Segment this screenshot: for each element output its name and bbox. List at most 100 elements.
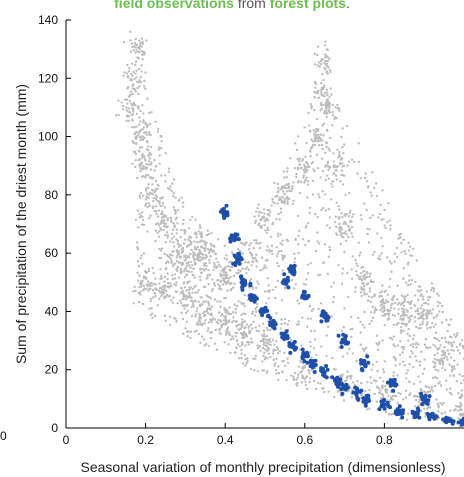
grey-data-point <box>359 331 362 334</box>
grey-data-point <box>127 95 131 98</box>
grey-data-point <box>182 218 185 222</box>
grey-data-point <box>448 363 451 366</box>
grey-data-point <box>177 261 181 264</box>
grey-data-point <box>387 314 391 317</box>
grey-data-point <box>327 255 330 258</box>
grey-data-point <box>359 272 363 275</box>
grey-data-point <box>165 253 169 257</box>
grey-data-point <box>195 323 199 326</box>
grey-data-point <box>317 133 320 137</box>
grey-data-point <box>445 318 448 322</box>
grey-data-point <box>357 142 360 145</box>
grey-data-point <box>248 244 251 247</box>
grey-data-point <box>406 283 410 287</box>
grey-data-point <box>457 409 460 412</box>
grey-data-point <box>410 349 413 353</box>
grey-data-point <box>325 71 328 74</box>
grey-data-point <box>263 332 266 336</box>
grey-data-point <box>449 387 452 390</box>
grey-data-point <box>262 266 266 270</box>
grey-data-point <box>399 232 403 236</box>
grey-data-point <box>294 283 297 286</box>
grey-data-point <box>355 270 358 273</box>
grey-data-point <box>173 283 176 286</box>
blue-data-point <box>339 345 344 349</box>
grey-data-point <box>231 250 234 254</box>
grey-data-point <box>361 287 364 290</box>
grey-data-point <box>283 192 286 196</box>
grey-data-point <box>361 347 365 350</box>
grey-data-point <box>179 244 182 247</box>
grey-data-point <box>333 116 337 119</box>
grey-data-point <box>439 344 442 347</box>
grey-data-point <box>166 187 170 190</box>
grey-data-point <box>129 90 133 93</box>
blue-data-point <box>268 316 273 320</box>
grey-data-point <box>127 115 131 118</box>
blue-data-point <box>336 384 340 389</box>
grey-data-point <box>316 45 320 48</box>
blue-data-point <box>355 396 360 401</box>
grey-data-point <box>321 190 324 193</box>
grey-data-point <box>132 101 135 105</box>
grey-data-point <box>324 151 327 154</box>
grey-data-point <box>405 418 409 421</box>
blue-data-point <box>382 406 387 411</box>
blue-data-point <box>344 386 348 391</box>
grey-data-point <box>421 322 424 326</box>
grey-data-point <box>432 287 435 290</box>
blue-data-point <box>417 415 422 420</box>
grey-data-point <box>172 222 175 225</box>
grey-data-point <box>459 408 462 411</box>
grey-data-point <box>407 339 410 342</box>
grey-data-point <box>321 94 324 97</box>
grey-data-point <box>223 308 226 312</box>
blue-data-point <box>459 422 464 427</box>
grey-data-point <box>307 111 310 115</box>
blue-data-point <box>341 386 346 391</box>
grey-data-point <box>158 230 161 233</box>
grey-data-point <box>226 264 230 268</box>
blue-data-point <box>320 310 325 315</box>
grey-data-point <box>276 186 280 190</box>
grey-data-point <box>183 242 186 245</box>
grey-data-point <box>176 269 179 273</box>
grey-data-point <box>315 249 318 253</box>
grey-data-point <box>304 364 307 367</box>
grey-data-point <box>406 369 409 372</box>
grey-data-point <box>254 219 258 222</box>
grey-data-point <box>149 153 153 156</box>
grey-data-point <box>156 231 159 235</box>
grey-data-point <box>304 243 307 247</box>
grey-data-point <box>166 219 169 222</box>
grey-data-point <box>320 103 323 107</box>
grey-data-point <box>208 304 211 307</box>
grey-data-point <box>257 330 260 333</box>
grey-data-point <box>293 252 296 255</box>
grey-data-point <box>322 122 326 126</box>
grey-data-point <box>402 304 406 307</box>
grey-data-point <box>400 294 404 297</box>
grey-data-point <box>308 372 311 375</box>
grey-data-point <box>429 346 432 349</box>
grey-data-point <box>205 277 208 280</box>
grey-data-point <box>276 182 279 186</box>
grey-data-point <box>261 268 264 271</box>
grey-data-point <box>183 268 186 271</box>
grey-data-point <box>309 146 313 150</box>
grey-data-point <box>176 208 180 212</box>
grey-data-point <box>184 229 187 233</box>
grey-data-point <box>141 42 145 45</box>
grey-data-point <box>175 281 178 284</box>
grey-data-point <box>185 265 189 268</box>
grey-data-point <box>452 374 455 378</box>
grey-data-point <box>203 269 206 272</box>
grey-data-point <box>375 342 378 345</box>
grey-data-point <box>442 349 445 353</box>
grey-data-point <box>132 110 135 113</box>
grey-data-point <box>408 245 412 248</box>
blue-data-point <box>321 366 325 371</box>
grey-data-point <box>381 339 384 342</box>
grey-data-point <box>171 182 174 185</box>
grey-data-point <box>228 306 231 309</box>
